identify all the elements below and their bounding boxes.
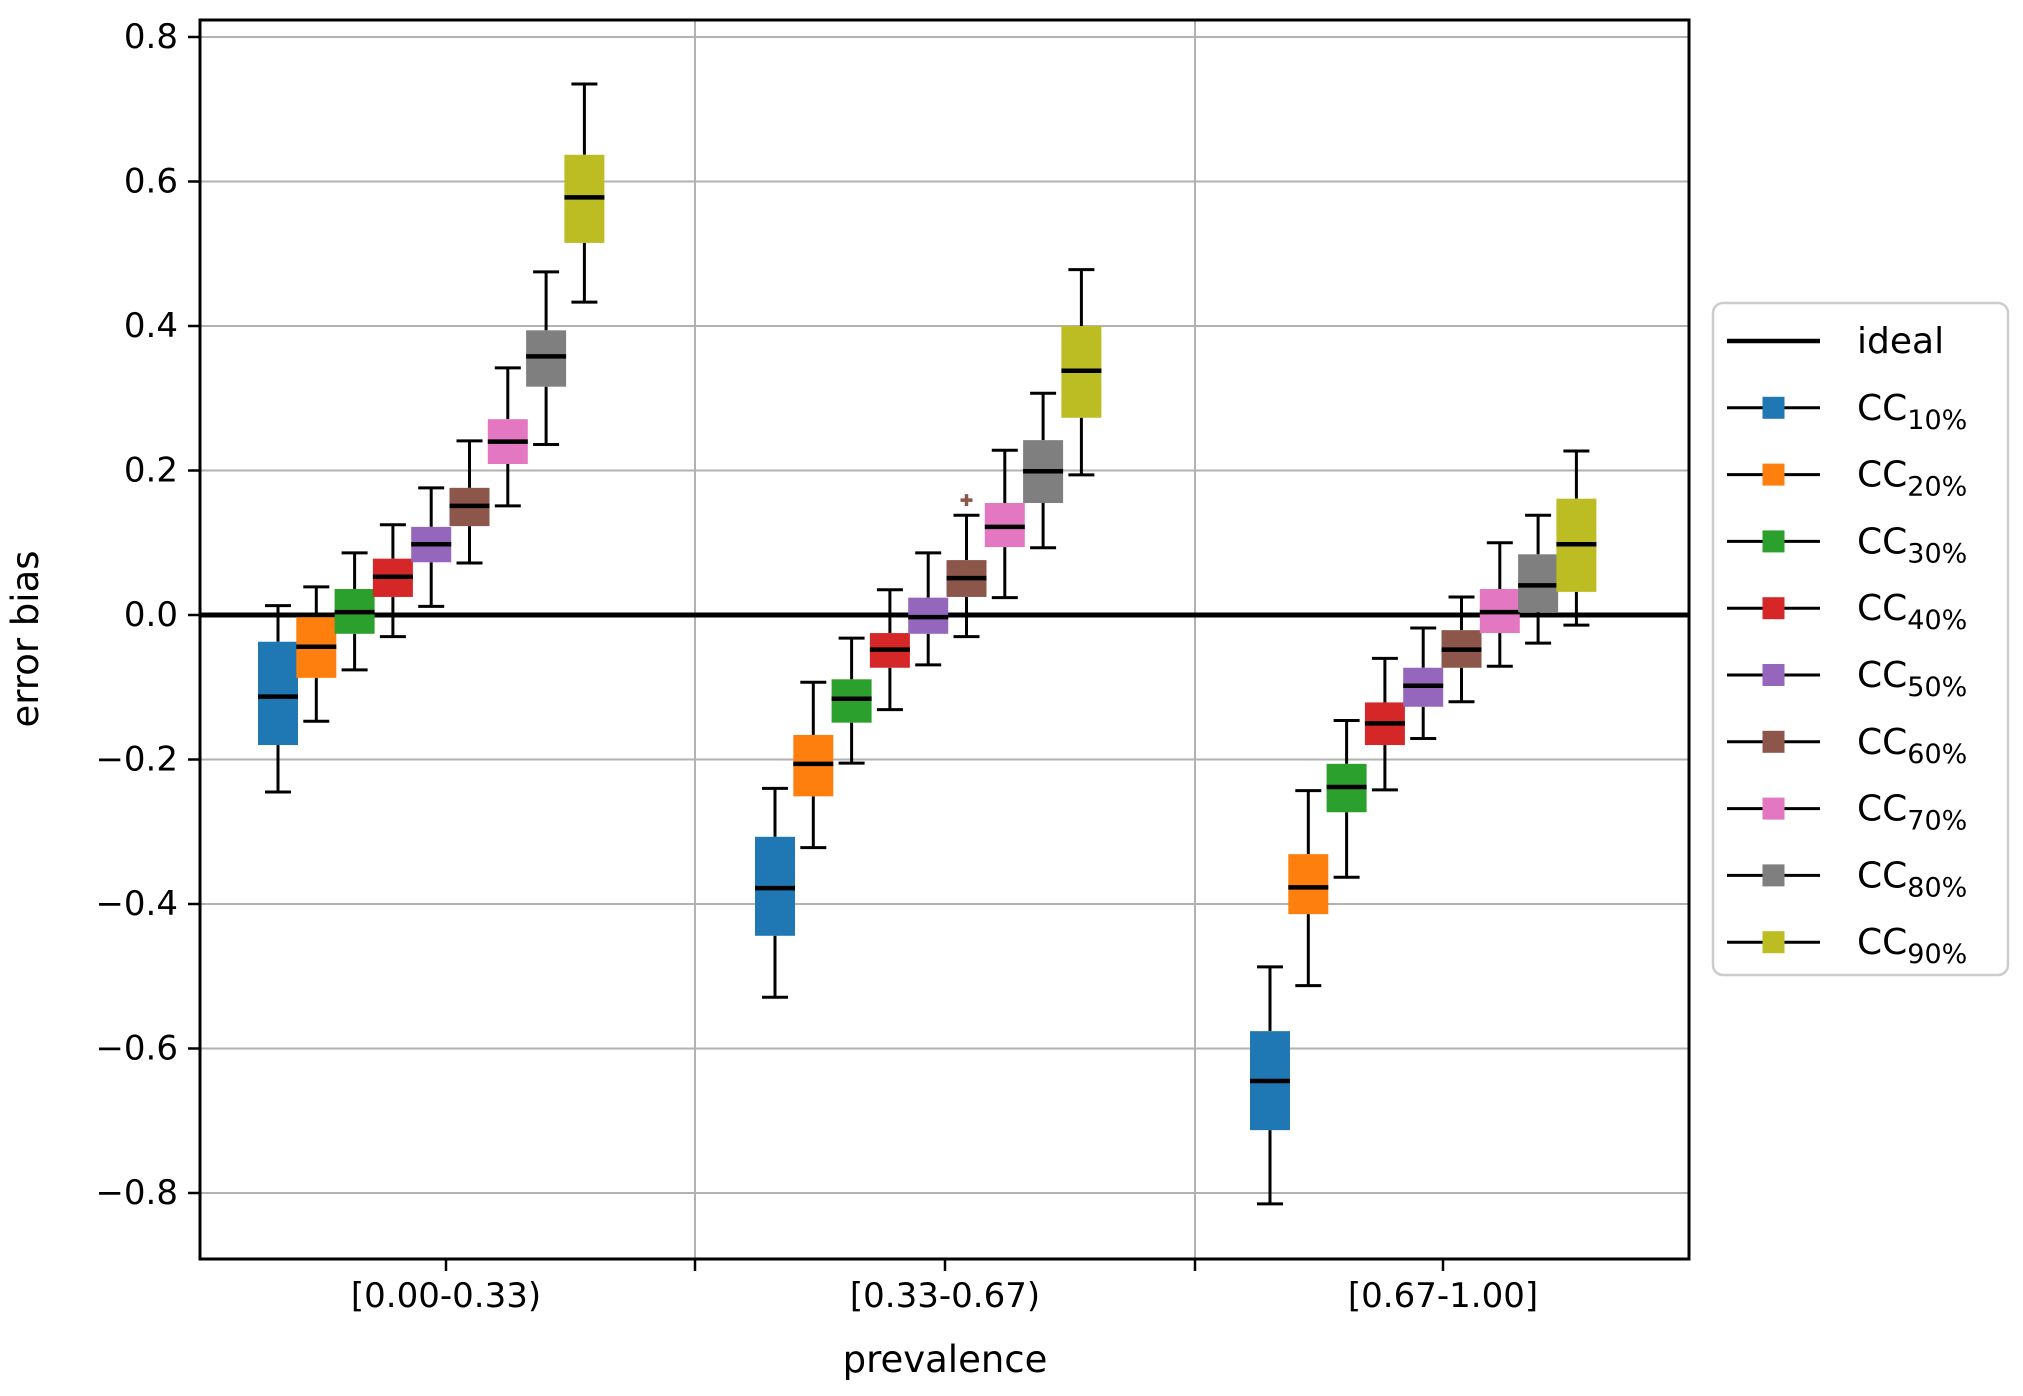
boxplot-CC70%-[0.00-0.33) xyxy=(487,366,528,508)
legend-label: CC70% xyxy=(1857,789,1967,837)
legend-marker-square xyxy=(1762,730,1785,753)
y-tick-label-0.8: 0.8 xyxy=(124,17,178,57)
legend: ideal CC10% CC20% CC30% CC40% CC50% CC60% CC70%… xyxy=(1711,301,2010,977)
boxplot-CC20%-[0.67-1.00] xyxy=(1288,789,1329,988)
boxplot-CC40%-[0.67-1.00] xyxy=(1364,656,1405,792)
legend-label: CC40% xyxy=(1857,588,1967,636)
boxplot-CC10%-[0.00-0.33) xyxy=(258,604,298,794)
y-tick-label-−0.2: −0.2 xyxy=(95,740,178,780)
x-axis: [0.00-0.33) [0.33-0.67) [0.67-1.00] xyxy=(351,1259,1538,1316)
box-iqr xyxy=(1288,854,1329,915)
boxplot-CC80%-[0.33-0.67) xyxy=(1023,391,1064,550)
boxplot-CC10%-[0.33-0.67) xyxy=(755,786,795,999)
legend-marker-square xyxy=(1762,797,1785,820)
legend-entry-cc70%: CC70% xyxy=(1727,789,1967,837)
boxplot-CC50%-[0.33-0.67) xyxy=(908,551,949,667)
boxplot-CC30%-[0.00-0.33) xyxy=(334,551,375,672)
y-tick-label-−0.4: −0.4 xyxy=(95,884,178,924)
y-tick-label-−0.6: −0.6 xyxy=(95,1029,178,1069)
y-axis: 0.8 0.6 0.4 0.2 0.0 −0.2 −0.4 −0.6 −0.8 xyxy=(95,17,200,1213)
boxplot-CC90%-[0.67-1.00] xyxy=(1556,449,1597,627)
legend-box xyxy=(1711,301,2010,977)
boxplot-CC40%-[0.33-0.67) xyxy=(869,588,910,712)
y-tick-label-0.6: 0.6 xyxy=(124,162,178,202)
gridlines xyxy=(200,20,1689,1259)
legend-marker-square xyxy=(1762,864,1785,887)
boxplot-CC70%-[0.67-1.00] xyxy=(1479,541,1520,668)
boxplot-CC10%-[0.67-1.00] xyxy=(1250,965,1290,1206)
legend-entry-cc20%: CC20% xyxy=(1727,455,1967,503)
legend-entry-cc10%: CC10% xyxy=(1727,388,1967,436)
legend-marker-square xyxy=(1762,463,1785,486)
boxplot-CC60%-[0.33-0.67) xyxy=(946,494,987,639)
y-axis-label: error bias xyxy=(4,550,47,727)
x-tick-label-[0.33-0.67): [0.33-0.67) xyxy=(850,1276,1040,1316)
legend-entry-cc60%: CC60% xyxy=(1727,722,1967,770)
boxplot-CC80%-[0.00-0.33) xyxy=(526,270,567,446)
boxplot-CC90%-[0.00-0.33) xyxy=(564,82,605,304)
x-tick-label-[0.67-1.00]: [0.67-1.00] xyxy=(1348,1276,1538,1316)
legend-label: ideal xyxy=(1857,321,1944,362)
y-tick-label-−0.8: −0.8 xyxy=(95,1173,178,1213)
boxplot-CC50%-[0.00-0.33) xyxy=(411,486,452,608)
legend-marker-square xyxy=(1762,396,1785,419)
boxplot-CC20%-[0.33-0.67) xyxy=(793,680,834,850)
boxplot-CC60%-[0.67-1.00] xyxy=(1441,595,1482,704)
box-group-[0.67-1.00] xyxy=(1250,449,1597,1206)
boxplot-CC80%-[0.67-1.00] xyxy=(1518,513,1559,645)
legend-entry-cc40%: CC40% xyxy=(1727,588,1967,636)
legend-entry-cc50%: CC50% xyxy=(1727,655,1967,703)
legend-label: CC20% xyxy=(1857,455,1967,503)
box-group-[0.00-0.33) xyxy=(258,82,605,794)
x-tick-label-[0.00-0.33): [0.00-0.33) xyxy=(351,1276,541,1316)
boxplot-CC60%-[0.00-0.33) xyxy=(449,439,490,565)
legend-entry-cc80%: CC80% xyxy=(1727,855,1967,903)
box-group-[0.33-0.67) xyxy=(755,268,1102,999)
boxplot-CC50%-[0.67-1.00] xyxy=(1403,626,1444,741)
box-iqr xyxy=(258,641,298,746)
x-axis-label: prevalence xyxy=(843,1338,1048,1381)
legend-label: CC80% xyxy=(1857,855,1967,903)
boxplot-CC20%-[0.00-0.33) xyxy=(296,585,337,723)
legend-entry-cc90%: CC90% xyxy=(1727,922,1967,970)
legend-label: CC60% xyxy=(1857,722,1967,770)
outlier-marker xyxy=(960,494,973,507)
boxplot-CC40%-[0.00-0.33) xyxy=(372,523,413,639)
boxplot-CC30%-[0.67-1.00] xyxy=(1326,718,1367,879)
legend-label: CC30% xyxy=(1857,521,1967,569)
boxplot-CC90%-[0.33-0.67) xyxy=(1061,268,1102,477)
legend-label: CC50% xyxy=(1857,655,1967,703)
y-tick-label-0.4: 0.4 xyxy=(124,306,178,346)
plot-area xyxy=(200,20,1689,1259)
legend-entry-ideal: ideal xyxy=(1727,321,1944,362)
legend-marker-square xyxy=(1762,664,1785,686)
boxplot-CC30%-[0.33-0.67) xyxy=(831,636,872,765)
legend-marker-square xyxy=(1762,931,1785,954)
legend-label: CC10% xyxy=(1857,388,1967,436)
y-tick-label-0.2: 0.2 xyxy=(124,451,178,491)
boxplot-CC70%-[0.33-0.67) xyxy=(984,448,1025,600)
legend-marker-square xyxy=(1762,530,1785,553)
legend-label: CC90% xyxy=(1857,922,1967,970)
legend-marker-square xyxy=(1762,597,1785,620)
legend-entry-cc30%: CC30% xyxy=(1727,521,1967,569)
y-tick-label-0.0: 0.0 xyxy=(124,595,178,635)
